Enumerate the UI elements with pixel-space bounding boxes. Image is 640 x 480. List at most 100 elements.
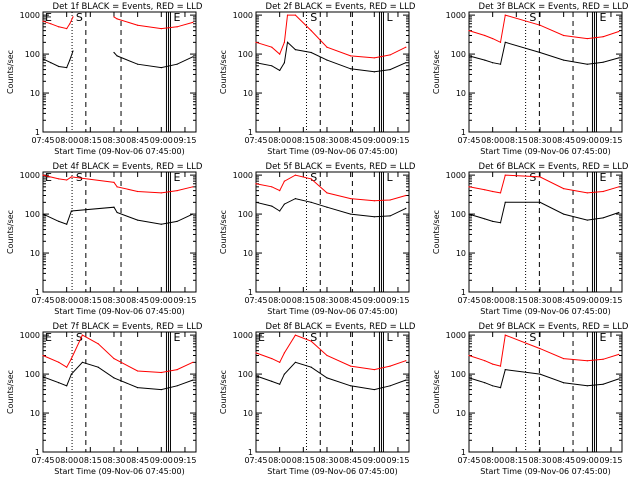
series-point xyxy=(294,14,297,16)
series-point xyxy=(160,192,162,194)
y-tick-label: 10 xyxy=(243,249,253,258)
y-tick-label: 1000 xyxy=(233,11,253,20)
x-tick-label: 08:15 xyxy=(292,456,315,465)
series-point xyxy=(350,213,352,215)
series-point xyxy=(279,210,281,212)
series-point xyxy=(137,370,139,372)
x-tick-label: 08:00 xyxy=(268,456,291,465)
x-tick-label: 07:45 xyxy=(457,296,480,305)
marker-letter: S xyxy=(529,171,536,184)
series-point xyxy=(283,41,285,43)
x-tick-label: 07:45 xyxy=(244,136,267,145)
series-point xyxy=(160,371,162,374)
series-point xyxy=(279,361,281,363)
series-point xyxy=(310,178,312,180)
series-point xyxy=(42,58,44,60)
series-point xyxy=(350,197,352,200)
x-tick-label: 08:45 xyxy=(552,296,575,305)
x-tick-label: 07:45 xyxy=(457,136,480,145)
y-axis-label: Counts/sec xyxy=(432,370,441,414)
y-axis-label: Counts/sec xyxy=(219,50,228,94)
panel-title: Det 6f BLACK = Events, RED = LLD xyxy=(479,162,629,172)
y-tick-label: 1000 xyxy=(446,171,466,180)
x-tick-label: 08:45 xyxy=(339,456,362,465)
x-tick-label: 08:15 xyxy=(505,136,528,145)
x-tick-label: 08:00 xyxy=(481,296,504,305)
y-axis-label: Counts/sec xyxy=(6,370,15,414)
x-tick-label: 08:45 xyxy=(339,136,362,145)
x-tick-label: 08:30 xyxy=(102,296,125,305)
series-point xyxy=(255,352,257,354)
series-line-lld xyxy=(255,14,407,59)
y-axis-label: Counts/sec xyxy=(432,50,441,94)
series-line-lld xyxy=(42,16,193,30)
series-point xyxy=(160,28,162,30)
series-point xyxy=(294,174,297,176)
series-point xyxy=(618,378,620,380)
plot-frame xyxy=(42,331,197,453)
x-tick-label: 07:45 xyxy=(31,296,54,305)
series-point xyxy=(279,69,281,72)
series-point xyxy=(116,211,118,214)
x-tick-label: 08:15 xyxy=(505,456,528,465)
series-point xyxy=(484,382,486,384)
series-line-events xyxy=(255,41,407,73)
x-tick-label: 08:15 xyxy=(79,296,102,305)
x-tick-label: 09:15 xyxy=(386,296,409,305)
series-point xyxy=(255,375,257,377)
marker-letter: L xyxy=(386,11,393,24)
series-point xyxy=(373,57,375,59)
series-point xyxy=(389,54,391,56)
y-tick-label: 100 xyxy=(451,50,466,59)
series-point xyxy=(563,59,565,61)
series-point xyxy=(373,200,375,202)
series-point xyxy=(326,192,328,194)
series-point xyxy=(389,68,391,71)
series-point xyxy=(586,192,588,194)
x-tick-label: 09:00 xyxy=(363,136,386,145)
y-axis-label: Counts/sec xyxy=(6,50,15,94)
series-point xyxy=(504,14,506,16)
series-point xyxy=(42,354,44,357)
y-tick-label: 10 xyxy=(30,249,40,258)
series-point xyxy=(66,366,68,368)
plot-frame xyxy=(255,11,410,133)
x-tick-label: 08:00 xyxy=(55,136,78,145)
series-point xyxy=(66,179,68,181)
series-point xyxy=(326,59,328,61)
series-point xyxy=(176,63,178,65)
series-point xyxy=(294,197,297,200)
series-point xyxy=(255,201,257,203)
series-point xyxy=(602,383,604,385)
series-point xyxy=(618,353,620,355)
panel-title: Det 5f BLACK = Events, RED = LLD xyxy=(266,162,416,172)
series-point xyxy=(618,186,620,188)
series-point xyxy=(310,201,312,203)
series-point xyxy=(283,352,285,354)
x-tick-label: 09:15 xyxy=(173,136,196,145)
marker-letter: S xyxy=(310,11,317,24)
y-tick-label: 1 xyxy=(248,448,253,457)
x-tick-label: 08:30 xyxy=(528,296,551,305)
series-point xyxy=(499,386,502,389)
panel-det3f: Det 3f BLACK = Events, RED = LLD 1 10 100 10… xyxy=(432,2,629,156)
y-tick-label: 100 xyxy=(238,370,253,379)
series-point xyxy=(66,223,68,225)
series-point xyxy=(492,363,494,365)
series-point xyxy=(326,377,328,379)
series-point xyxy=(160,388,162,391)
series-point xyxy=(618,57,620,59)
series-point xyxy=(602,358,604,360)
series-point xyxy=(499,222,502,224)
series-point xyxy=(97,343,99,345)
panel-title: Det 8f BLACK = Events, RED = LLD xyxy=(266,322,416,332)
x-tick-label: 09:00 xyxy=(576,456,599,465)
x-tick-label: 09:00 xyxy=(576,136,599,145)
series-point xyxy=(113,181,115,184)
series-point xyxy=(66,385,68,387)
series-point xyxy=(176,190,178,192)
series-point xyxy=(286,14,289,16)
series-point xyxy=(539,201,541,203)
series-point xyxy=(69,59,71,61)
x-tick-label: 08:30 xyxy=(315,296,338,305)
